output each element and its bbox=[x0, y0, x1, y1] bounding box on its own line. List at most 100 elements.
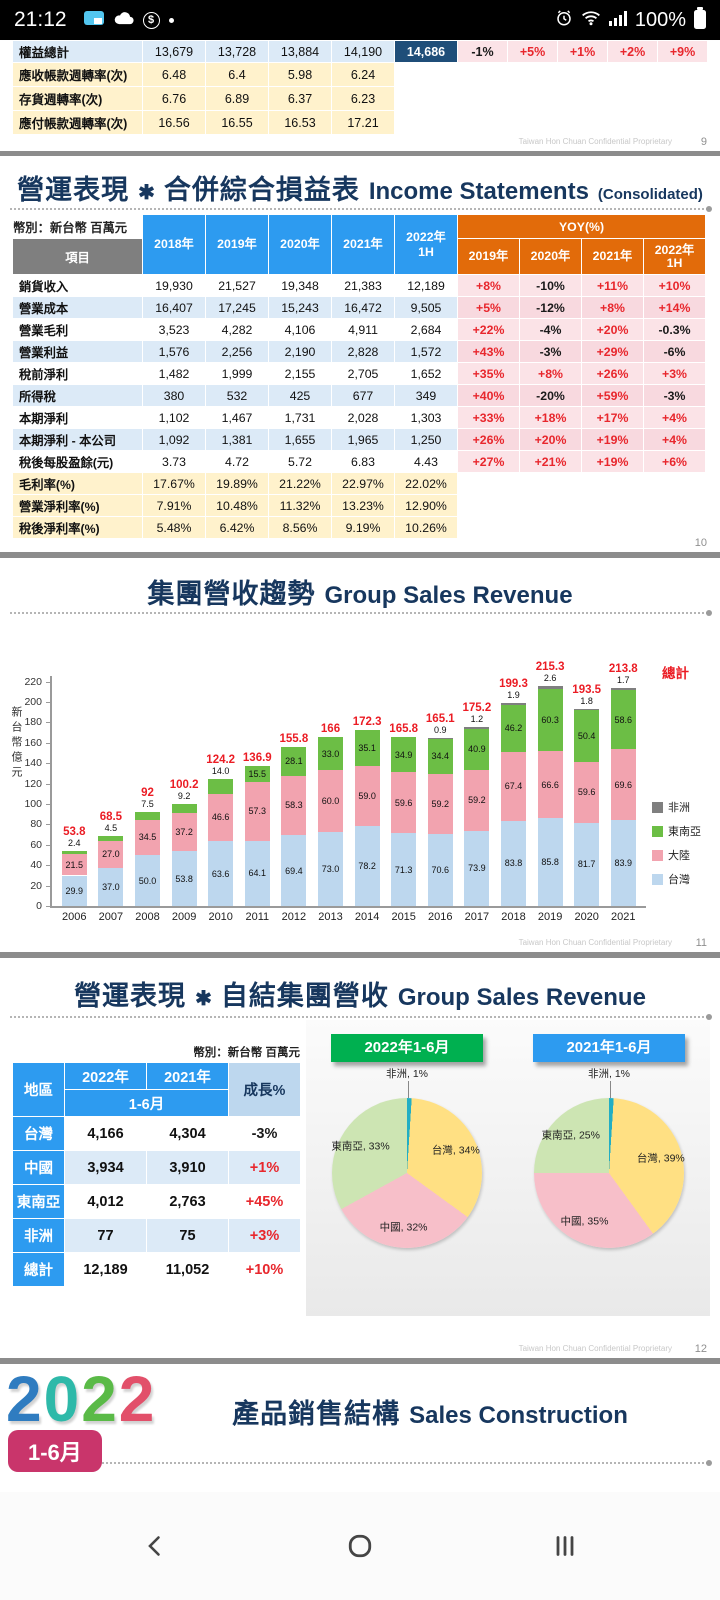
item-header: 項目 bbox=[12, 238, 143, 275]
bar-segment-label: 37.2 bbox=[175, 827, 193, 838]
bar-segment-台灣 bbox=[98, 868, 124, 906]
table-header-row: 1-6月 bbox=[13, 1089, 301, 1117]
confidential-note: Taiwan Hon Chuan Confidential Proprietar… bbox=[518, 137, 672, 146]
bar-segment-label: 83.9 bbox=[614, 858, 633, 869]
pie-label: 東南亞, 25% bbox=[541, 1129, 600, 1142]
yoy-value: +43% bbox=[457, 340, 520, 363]
table-row: 營業淨利率(%) 7.91% 10.48% 11.32% 13.23% 12.90% bbox=[12, 494, 707, 517]
table-row-partial: 權益總計 13,679 13,728 13,884 14,190 14,686 -1% +5%… bbox=[12, 40, 708, 63]
period-badge: 1-6月 bbox=[8, 1430, 102, 1472]
recents-button[interactable] bbox=[545, 1526, 585, 1566]
battery-percent: 100% bbox=[634, 8, 686, 31]
cell-value: 19,930 bbox=[142, 274, 206, 297]
y-axis-tick-label: 160 bbox=[24, 736, 42, 749]
page-number: 10 bbox=[694, 537, 707, 549]
table-row: 中國 3,934 3,910 +1% bbox=[12, 1150, 301, 1185]
cell-value: 3.73 bbox=[142, 450, 206, 473]
cell-empty bbox=[607, 86, 658, 111]
cell-value: 13.23% bbox=[331, 494, 395, 517]
value-2022: 77 bbox=[64, 1218, 147, 1253]
table-row: 營業成本 16,407 17,245 15,243 16,472 9,505 +5% -12%… bbox=[12, 296, 707, 319]
cell-value: 10.26% bbox=[394, 516, 458, 539]
y-axis-tick bbox=[46, 722, 50, 724]
yoy-value: +8% bbox=[519, 362, 582, 385]
cell-value: 2,256 bbox=[205, 340, 269, 363]
cell-value: 1,572 bbox=[394, 340, 458, 363]
x-axis-label: 2008 bbox=[135, 911, 160, 923]
cell-value: 1,092 bbox=[142, 428, 206, 451]
bar-total-label: 193.5 bbox=[572, 683, 602, 696]
bar-segment-label: 60.3 bbox=[541, 714, 559, 725]
growth-value: -3% bbox=[228, 1116, 301, 1151]
legend-swatch bbox=[652, 849, 663, 861]
yoy-value: +4% bbox=[642, 406, 707, 429]
yoy-value: +11% bbox=[581, 274, 644, 297]
title-zh: 營運表現 bbox=[74, 981, 187, 1011]
cell-value: 2,190 bbox=[268, 340, 332, 363]
yoy-value: +9% bbox=[657, 40, 708, 63]
x-axis-label: 2016 bbox=[428, 911, 453, 923]
bar-segment-非洲 bbox=[427, 737, 453, 739]
value-2022: 12,189 bbox=[64, 1252, 147, 1287]
bar-segment-東南亞 bbox=[610, 689, 636, 750]
x-axis-label: 2006 bbox=[62, 911, 87, 923]
bar-segment-label: 83.8 bbox=[504, 858, 523, 869]
separator-line bbox=[10, 1460, 712, 1466]
title-zh2: 合併綜合損益表 bbox=[163, 175, 360, 205]
yoy-value: +8% bbox=[457, 274, 520, 297]
x-axis-label: 2010 bbox=[208, 911, 233, 923]
cell-value: 21,527 bbox=[205, 274, 269, 297]
status-icons-right: 100% bbox=[555, 6, 706, 34]
slide-title: 集團營收趨勢 Group Sales Revenue bbox=[0, 572, 720, 611]
yoy-value: -3% bbox=[519, 340, 582, 363]
table-row: 總計 12,189 11,052 +10% bbox=[12, 1252, 301, 1287]
row-label: 銷貨收入 bbox=[12, 274, 143, 297]
bar-segment-大陸 bbox=[574, 761, 600, 823]
value-2021: 75 bbox=[146, 1218, 229, 1253]
x-axis-label: 2012 bbox=[281, 911, 307, 923]
yoy-value: +19% bbox=[581, 450, 644, 473]
col-header-2019: 2019年 bbox=[205, 214, 269, 275]
pie-callout-line bbox=[610, 1081, 611, 1098]
row-label: 本期淨利 - 本公司 bbox=[12, 428, 143, 451]
cell-empty bbox=[607, 62, 658, 87]
cell-value: 6.48 bbox=[142, 62, 206, 87]
navigation-bar bbox=[0, 1492, 720, 1600]
home-button[interactable] bbox=[340, 1526, 380, 1566]
table-row: 稅後每股盈餘(元) 3.73 4.72 5.72 6.83 4.43 +27% +21% +19… bbox=[12, 450, 707, 473]
yoy-value: +20% bbox=[519, 428, 582, 451]
bar-segment-台灣 bbox=[537, 818, 563, 906]
cell-value: 1,965 bbox=[331, 428, 395, 451]
bar-segment-台灣 bbox=[208, 841, 234, 906]
col-header-2022: 2022年 bbox=[64, 1062, 147, 1090]
bar-segment-台灣 bbox=[391, 833, 417, 906]
bar-segment-台灣 bbox=[244, 840, 270, 906]
x-axis-label: 2017 bbox=[464, 911, 490, 923]
cell-value: 4,282 bbox=[205, 318, 269, 341]
legend-label: 東南亞 bbox=[668, 826, 701, 838]
cell-value: 1,999 bbox=[205, 362, 269, 385]
document-viewer[interactable]: 權益總計 13,679 13,728 13,884 14,190 14,686 -1% +5%… bbox=[0, 40, 720, 1492]
battery-icon bbox=[694, 6, 706, 34]
pie-label: 非洲, 1% bbox=[385, 1068, 429, 1080]
bar-total-label: 215.3 bbox=[535, 661, 565, 674]
cell-value: 4.72 bbox=[205, 450, 269, 473]
bar-total-label: 68.5 bbox=[99, 811, 123, 824]
y-axis-tick bbox=[46, 783, 50, 785]
bar-segment-label: 29.9 bbox=[65, 885, 84, 896]
yoy-value: +17% bbox=[581, 406, 644, 429]
title-en: Sales Construction bbox=[409, 1402, 628, 1429]
year-digit: 2 bbox=[118, 1364, 157, 1435]
bar-segment-label: 33.0 bbox=[321, 748, 340, 759]
cell-value: 7.91% bbox=[142, 494, 206, 517]
legend-item-東南亞: 東南亞 bbox=[652, 823, 701, 839]
yoy-col-2019: 2019年 bbox=[457, 238, 520, 275]
yoy-value: +1% bbox=[557, 40, 608, 63]
value-2021: 11,052 bbox=[146, 1252, 229, 1287]
back-button[interactable] bbox=[135, 1526, 175, 1566]
yoy-value: -12% bbox=[519, 296, 582, 319]
bar-segment-label: 2.4 bbox=[68, 838, 81, 849]
y-axis-title: 新台幣億元 bbox=[10, 706, 22, 781]
yoy-value: +40% bbox=[457, 384, 520, 407]
yoy-value: +8% bbox=[581, 296, 644, 319]
